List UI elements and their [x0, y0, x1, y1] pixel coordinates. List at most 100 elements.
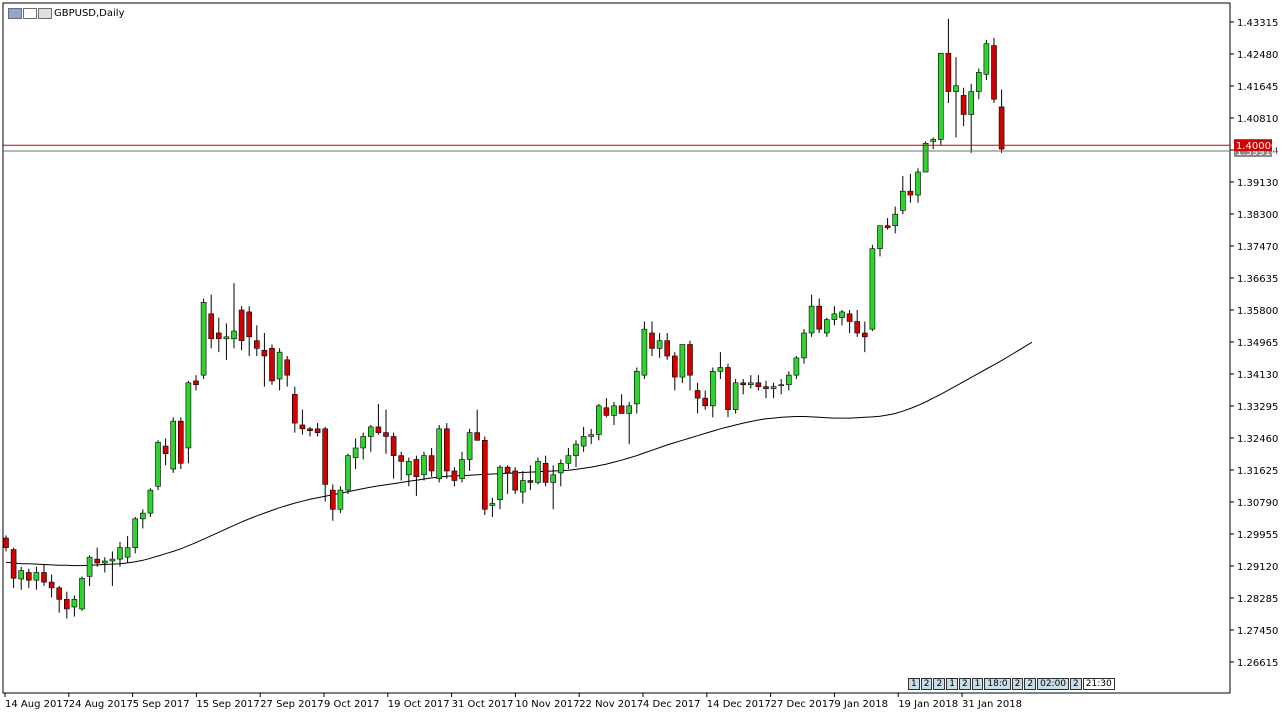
bear-candle-body: [64, 599, 70, 610]
time-strip-cell: 2: [1070, 678, 1082, 690]
time-tick: 31 Oct 2017: [451, 693, 514, 710]
time-tick: 9 Oct 2017: [323, 693, 379, 710]
window-menu-icon[interactable]: [8, 8, 22, 19]
bear-candle-body: [603, 407, 610, 416]
bear-candle-body: [261, 349, 268, 357]
bull-candle-body: [915, 171, 921, 196]
time-strip-cell: 02:00: [1037, 678, 1070, 690]
candle: [231, 283, 237, 349]
candle: [269, 344, 275, 385]
time-tick-label: 22 Nov 2017: [579, 699, 643, 710]
bear-candle-body: [162, 445, 169, 455]
time-tick: 22 Nov 2017: [578, 693, 643, 710]
candle: [216, 317, 222, 353]
plot-frame: [2, 2, 1231, 694]
candle: [162, 438, 169, 466]
bear-candle-body: [25, 572, 32, 581]
candle: [580, 426, 587, 452]
candle: [633, 367, 640, 414]
candle: [185, 380, 192, 464]
candle: [147, 488, 154, 517]
bear-candle-body: [481, 439, 488, 510]
price-tick: 1.41645: [1230, 82, 1278, 93]
time-strip-cell: 18:0: [984, 678, 1011, 690]
price-tick-label: 1.42480: [1237, 50, 1278, 61]
candle: [968, 83, 975, 153]
candle: [25, 568, 32, 588]
bull-candle-body: [71, 599, 78, 608]
bull-candle-body: [922, 142, 929, 173]
time-tick-label: 24 Aug 2017: [69, 699, 133, 710]
bear-candle-body: [413, 459, 420, 478]
candle: [785, 371, 792, 391]
candle: [664, 332, 671, 360]
candle: [671, 352, 678, 391]
time-tick-label: 15 Sep 2017: [196, 699, 259, 710]
bull-candle-body: [770, 386, 777, 389]
candle: [383, 409, 389, 454]
candle: [694, 382, 701, 414]
candle: [405, 457, 412, 487]
bear-candle-body: [512, 470, 519, 491]
candle: [542, 455, 549, 487]
candle: [443, 423, 450, 479]
candle: [497, 465, 503, 510]
bull-candle-body: [360, 436, 367, 449]
bull-candle-body: [367, 426, 374, 437]
candle: [109, 551, 116, 586]
bull-candle-body: [937, 52, 944, 140]
time-strip-cell: 2: [920, 678, 933, 690]
bull-candle-body: [968, 91, 975, 115]
time-tick: 31 Jan 2018: [961, 693, 1022, 710]
price-tick: 1.35800: [1230, 306, 1278, 317]
bull-candle-body: [565, 455, 572, 464]
candle: [877, 225, 883, 257]
candle: [124, 536, 131, 563]
time-tick-label: 27 Dec 2017: [771, 699, 835, 710]
candle: [352, 438, 359, 470]
candle: [170, 417, 176, 473]
candle: [360, 432, 367, 460]
bear-candle-body: [390, 436, 397, 456]
bear-candle-body: [48, 581, 55, 589]
candle: [846, 310, 853, 333]
candle: [132, 516, 138, 554]
price-tick: 1.34130: [1230, 370, 1278, 381]
candle: [314, 423, 321, 437]
bull-candle-body: [185, 382, 192, 449]
bull-candle-body: [86, 556, 93, 577]
price-tick: 1.33295: [1230, 402, 1278, 413]
candle: [375, 403, 382, 435]
price-tick-label: 1.29120: [1237, 562, 1278, 573]
price-tick: 1.39130: [1230, 178, 1278, 189]
candle: [466, 428, 473, 471]
bull-candle-body: [595, 405, 602, 435]
bull-candle-body: [519, 480, 526, 493]
time-strip-cell: 1: [908, 678, 920, 690]
candle: [907, 173, 914, 203]
time-tick-label: 14 Dec 2017: [707, 699, 771, 710]
bull-candle-body: [223, 336, 230, 340]
candle: [3, 535, 9, 552]
time-tick-label: 31 Oct 2017: [452, 699, 514, 710]
bear-candle-body: [504, 466, 511, 474]
bull-candle-body: [953, 85, 959, 92]
candle: [823, 317, 830, 337]
bear-candle-body: [322, 428, 329, 485]
candle: [261, 332, 268, 387]
bull-candle-body: [109, 558, 116, 562]
window-close-icon[interactable]: [38, 8, 52, 19]
time-tick: 9 Jan 2018: [833, 693, 888, 710]
bear-candle-body: [238, 309, 245, 341]
price-tick-label: 1.26615: [1237, 658, 1278, 669]
candle: [451, 467, 458, 487]
bear-candle-body: [299, 424, 306, 430]
time-tick: 19 Jan 2018: [897, 693, 958, 710]
window-restore-icon[interactable]: [23, 8, 37, 19]
price-tick: 1.28285: [1230, 594, 1278, 605]
candle: [322, 426, 329, 502]
bull-candle-body: [79, 577, 85, 610]
bear-candle-body: [383, 432, 389, 437]
